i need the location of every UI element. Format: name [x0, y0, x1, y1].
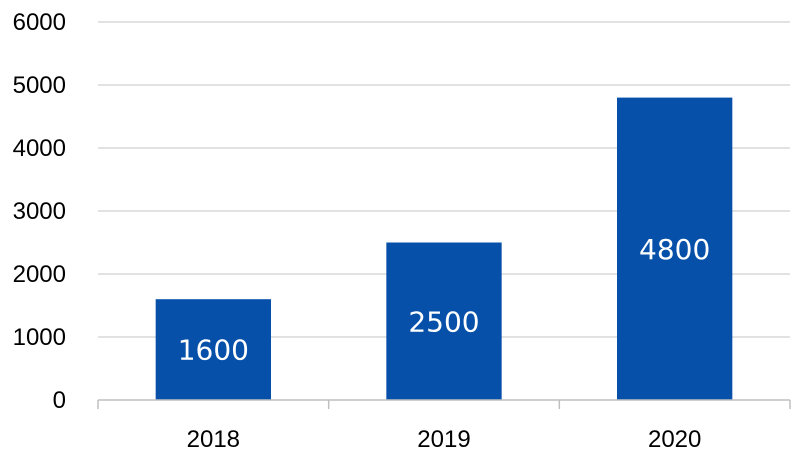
y-tick-label-0: 0: [53, 387, 66, 414]
y-tick-label-4000: 4000: [13, 135, 66, 162]
x-tick-label-2020: 2020: [648, 426, 701, 453]
x-tick-label-2018: 2018: [187, 426, 240, 453]
data-label-2018: 1600: [178, 334, 249, 367]
y-tick-label-2000: 2000: [13, 261, 66, 288]
bar-2019: [386, 242, 502, 400]
x-tick-label-2019: 2019: [417, 426, 470, 453]
y-tick-label-1000: 1000: [13, 324, 66, 351]
data-label-2020: 4800: [639, 233, 710, 266]
bar-2020: [617, 97, 733, 400]
bar-2018: [155, 299, 271, 400]
data-labels: 1600 2500 4800: [178, 233, 711, 367]
bars: [155, 97, 733, 400]
y-tick-label-6000: 6000: [13, 9, 66, 36]
x-axis: [97, 399, 791, 409]
y-tick-label-5000: 5000: [13, 72, 66, 99]
y-tick-label-3000: 3000: [13, 198, 66, 225]
x-axis-tick-labels: 2018 2019 2020: [187, 426, 702, 453]
y-axis-tick-labels: 0 1000 2000 3000 4000 5000 6000: [13, 9, 66, 414]
data-label-2019: 2500: [408, 305, 479, 338]
